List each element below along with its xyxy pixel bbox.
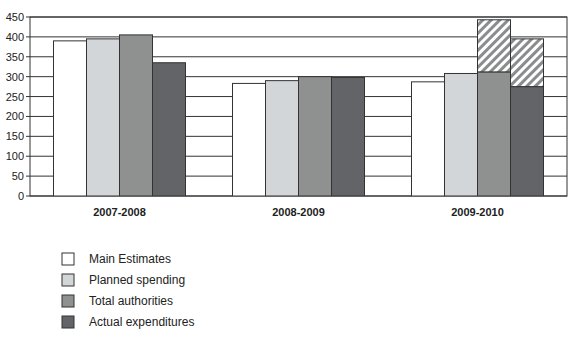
x-tick-label: 2009-2010 [451, 206, 504, 218]
y-tick-label: 250 [6, 91, 24, 103]
legend-swatch [62, 295, 74, 307]
y-tick [26, 136, 30, 137]
y-tick [26, 36, 30, 37]
y-tick [26, 96, 30, 97]
bar [266, 81, 299, 196]
bar [299, 77, 332, 196]
y-tick [26, 116, 30, 117]
grid: 0 50 100 150 200 250 300 350 400 450 [6, 11, 567, 202]
bar-extension [478, 20, 511, 72]
y-tick [26, 156, 30, 157]
x-tick-label: 2007-2008 [93, 206, 146, 218]
y-tick [26, 17, 30, 18]
y-tick-label: 0 [18, 190, 24, 202]
legend: Main Estimates Planned spending Total auth… [62, 252, 194, 329]
y-tick-label: 200 [6, 110, 24, 122]
y-tick-label: 300 [6, 71, 24, 83]
legend-label: Actual expenditures [89, 315, 194, 329]
chart-container: 0 50 100 150 200 250 300 350 400 450 2007-2008 2008… [0, 0, 570, 360]
bar [153, 63, 186, 196]
chart-svg: 0 50 100 150 200 250 300 350 400 450 2007-2008 2008… [0, 0, 570, 360]
y-tick [26, 76, 30, 77]
y-tick-label: 50 [12, 170, 24, 182]
bar [445, 73, 478, 196]
y-tick-label: 450 [6, 11, 24, 23]
y-tick [26, 176, 30, 177]
plot-frame [30, 17, 567, 196]
legend-swatch [62, 316, 74, 328]
bar [511, 87, 544, 196]
y-tick [26, 56, 30, 57]
bar [54, 41, 87, 196]
y-tick-label: 150 [6, 130, 24, 142]
bar [87, 39, 120, 196]
legend-label: Planned spending [89, 273, 185, 287]
y-tick [26, 196, 30, 197]
x-tick-label: 2008-2009 [272, 206, 325, 218]
legend-label: Main Estimates [89, 252, 171, 266]
bar [120, 35, 153, 196]
bars [54, 20, 544, 196]
y-tick-label: 400 [6, 31, 24, 43]
y-tick-label: 100 [6, 150, 24, 162]
legend-label: Total authorities [89, 294, 173, 308]
bar-extension [511, 39, 544, 87]
legend-swatch [62, 253, 74, 265]
bar [332, 77, 365, 196]
bar [412, 82, 445, 196]
bar [233, 83, 266, 196]
legend-swatch [62, 274, 74, 286]
bar [478, 72, 511, 196]
y-tick-label: 350 [6, 51, 24, 63]
